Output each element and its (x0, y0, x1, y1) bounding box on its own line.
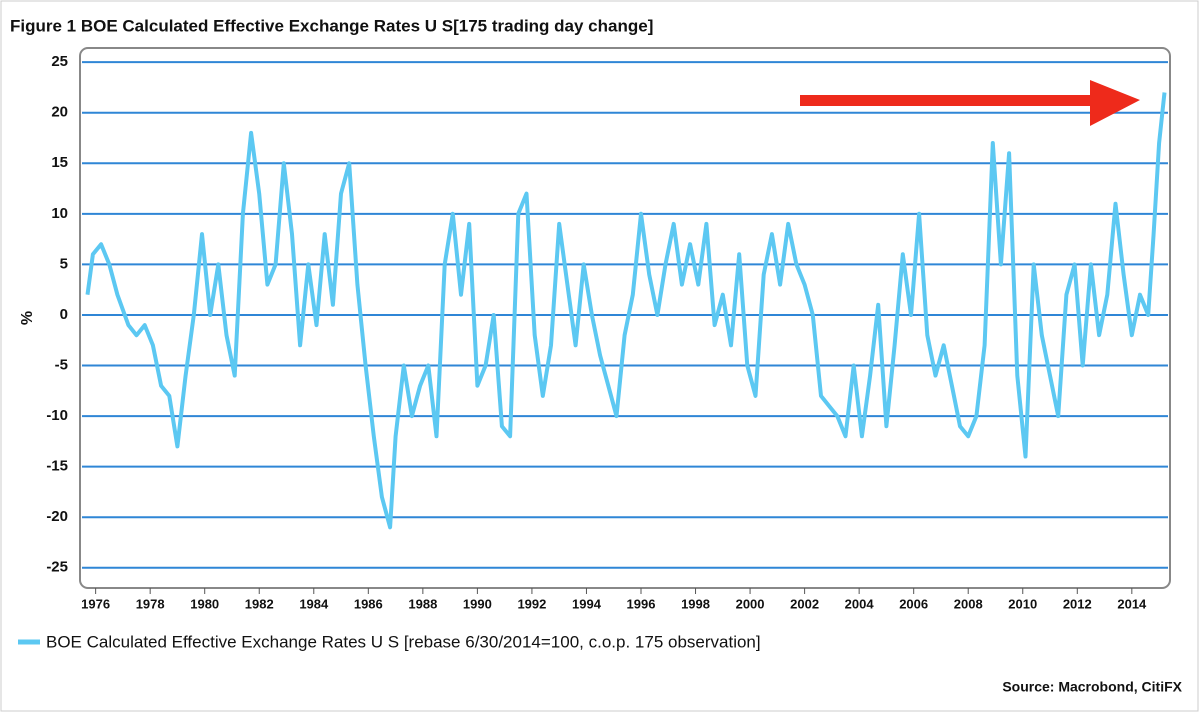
source-note: Source: Macrobond, CitiFX (1002, 679, 1182, 695)
x-tick-label: 2000 (736, 596, 765, 611)
x-tick-label: 1982 (245, 596, 274, 611)
x-tick-label: 1984 (299, 596, 329, 611)
arrow-annotation (800, 80, 1140, 126)
y-tick-label: 25 (51, 53, 68, 70)
y-tick-label: 20 (51, 104, 68, 121)
x-tick-label: 2006 (899, 596, 928, 611)
x-tick-label: 1992 (517, 596, 546, 611)
y-tick-label: 5 (60, 255, 68, 272)
x-tick-label: 2004 (845, 596, 875, 611)
y-tick-label: -20 (46, 508, 68, 525)
y-tick-label: -25 (46, 559, 68, 576)
x-tick-label: 1988 (408, 596, 437, 611)
x-tick-label: 1990 (463, 596, 492, 611)
x-tick-label: 2008 (954, 596, 983, 611)
x-tick-label: 2012 (1063, 596, 1092, 611)
x-tick-label: 2002 (790, 596, 819, 611)
x-tick-label: 1978 (136, 596, 165, 611)
x-tick-label: 1986 (354, 596, 383, 611)
x-tick-label: 1994 (572, 596, 602, 611)
x-tick-label: 1998 (681, 596, 710, 611)
plot-frame (79, 47, 1171, 589)
x-tick-label: 2010 (1008, 596, 1037, 611)
y-tick-label: 0 (60, 306, 68, 323)
x-tick-label: 2014 (1117, 596, 1147, 611)
x-tick-label: 1996 (627, 596, 656, 611)
y-tick-label: -15 (46, 458, 68, 475)
x-tick-label: 1976 (81, 596, 110, 611)
y-tick-label: 15 (51, 154, 68, 171)
chart-title: Figure 1 BOE Calculated Effective Exchan… (10, 16, 653, 35)
y-tick-label: 10 (51, 205, 68, 222)
data-line (85, 92, 1167, 530)
y-tick-label: -5 (55, 356, 68, 373)
legend-label: BOE Calculated Effective Exchange Rates … (46, 632, 761, 651)
x-tick-label: 1980 (190, 596, 219, 611)
y-axis-label: % (19, 311, 36, 325)
y-tick-label: -10 (46, 407, 68, 424)
